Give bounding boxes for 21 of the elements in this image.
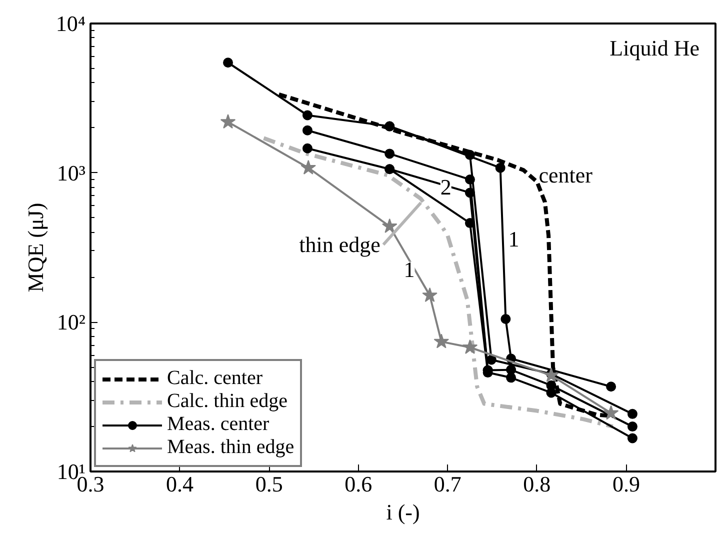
x-tick-label: 0.4 (166, 472, 194, 496)
x-tick-label: 0.9 (612, 472, 640, 496)
x-tick-label: 0.6 (344, 472, 372, 496)
annotation: center (538, 162, 594, 188)
annotation: 1 (404, 256, 415, 282)
x-tick-label: 0.5 (255, 472, 283, 496)
y-tick-label: 10³ (56, 160, 86, 186)
annotation: Liquid He (610, 36, 700, 60)
legend-label: Calc. thin edge (167, 390, 288, 413)
legend-label: Meas. thin edge (167, 436, 294, 459)
x-tick-label: 0.7 (434, 472, 462, 496)
x-axis-title: i (-) (386, 500, 420, 524)
annotation: 1 (508, 226, 520, 252)
annotation: 2 (440, 174, 452, 200)
annotation: thin edge (299, 232, 380, 258)
y-tick-label: 10⁴ (56, 11, 86, 36)
x-tick-label: 0.8 (523, 472, 551, 496)
y-tick-label: 10² (56, 310, 86, 335)
y-axis-title: MQE (μJ) (22, 202, 48, 292)
legend-label: Calc. center (167, 367, 262, 390)
legend-label: Meas. center (167, 413, 270, 436)
